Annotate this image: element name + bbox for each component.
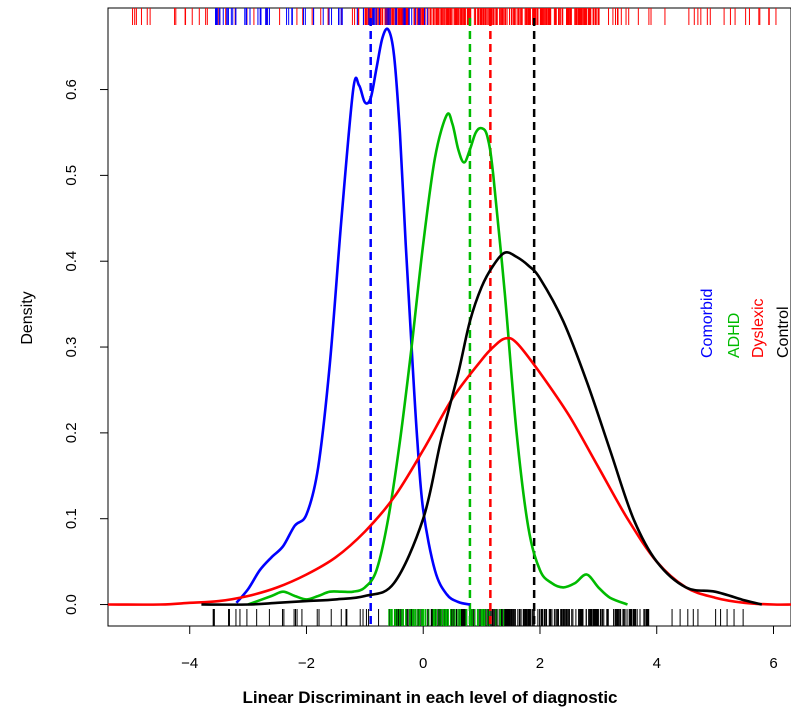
- x-tick-label: 4: [653, 655, 661, 672]
- legend-label-adhd: ADHD: [726, 313, 743, 358]
- y-tick-label: 0.2: [63, 422, 80, 443]
- density-curve-dyslexic: [107, 336, 791, 606]
- y-tick-label: 0.0: [63, 594, 80, 615]
- y-tick-label: 0.5: [63, 165, 80, 186]
- y-tick-label: 0.1: [63, 508, 80, 529]
- bottom-rug: [212, 609, 744, 626]
- legend: Comorbid ADHD Dyslexic Control: [699, 289, 791, 358]
- legend-label-control: Control: [775, 306, 791, 358]
- density-curve-adhd: [247, 112, 628, 606]
- y-tick-label: 0.6: [63, 79, 80, 100]
- x-tick-label: −4: [181, 655, 198, 672]
- legend-label-comorbid: Comorbid: [699, 289, 716, 358]
- y-tick-label: 0.3: [63, 337, 80, 358]
- x-tick-label: 6: [769, 655, 777, 672]
- x-axis: −4 −2 0 2 4 6: [181, 626, 778, 672]
- y-axis: 0.0 0.1 0.2 0.3 0.4 0.5 0.6: [63, 79, 108, 615]
- x-tick-label: −2: [298, 655, 315, 672]
- y-axis-title: Density: [19, 291, 36, 344]
- plot-frame: [107, 7, 791, 627]
- x-tick-label: 2: [536, 655, 544, 672]
- top-rug: [132, 8, 777, 25]
- legend-label-dyslexic: Dyslexic: [750, 298, 767, 358]
- density-curves: [107, 27, 791, 606]
- x-axis-title: Linear Discriminant in each level of dia…: [242, 688, 617, 707]
- density-curve-control: [201, 250, 763, 606]
- mean-lines: [369, 18, 536, 626]
- y-tick-label: 0.4: [63, 251, 80, 272]
- density-curve-comorbid: [235, 27, 471, 606]
- x-tick-label: 0: [419, 655, 427, 672]
